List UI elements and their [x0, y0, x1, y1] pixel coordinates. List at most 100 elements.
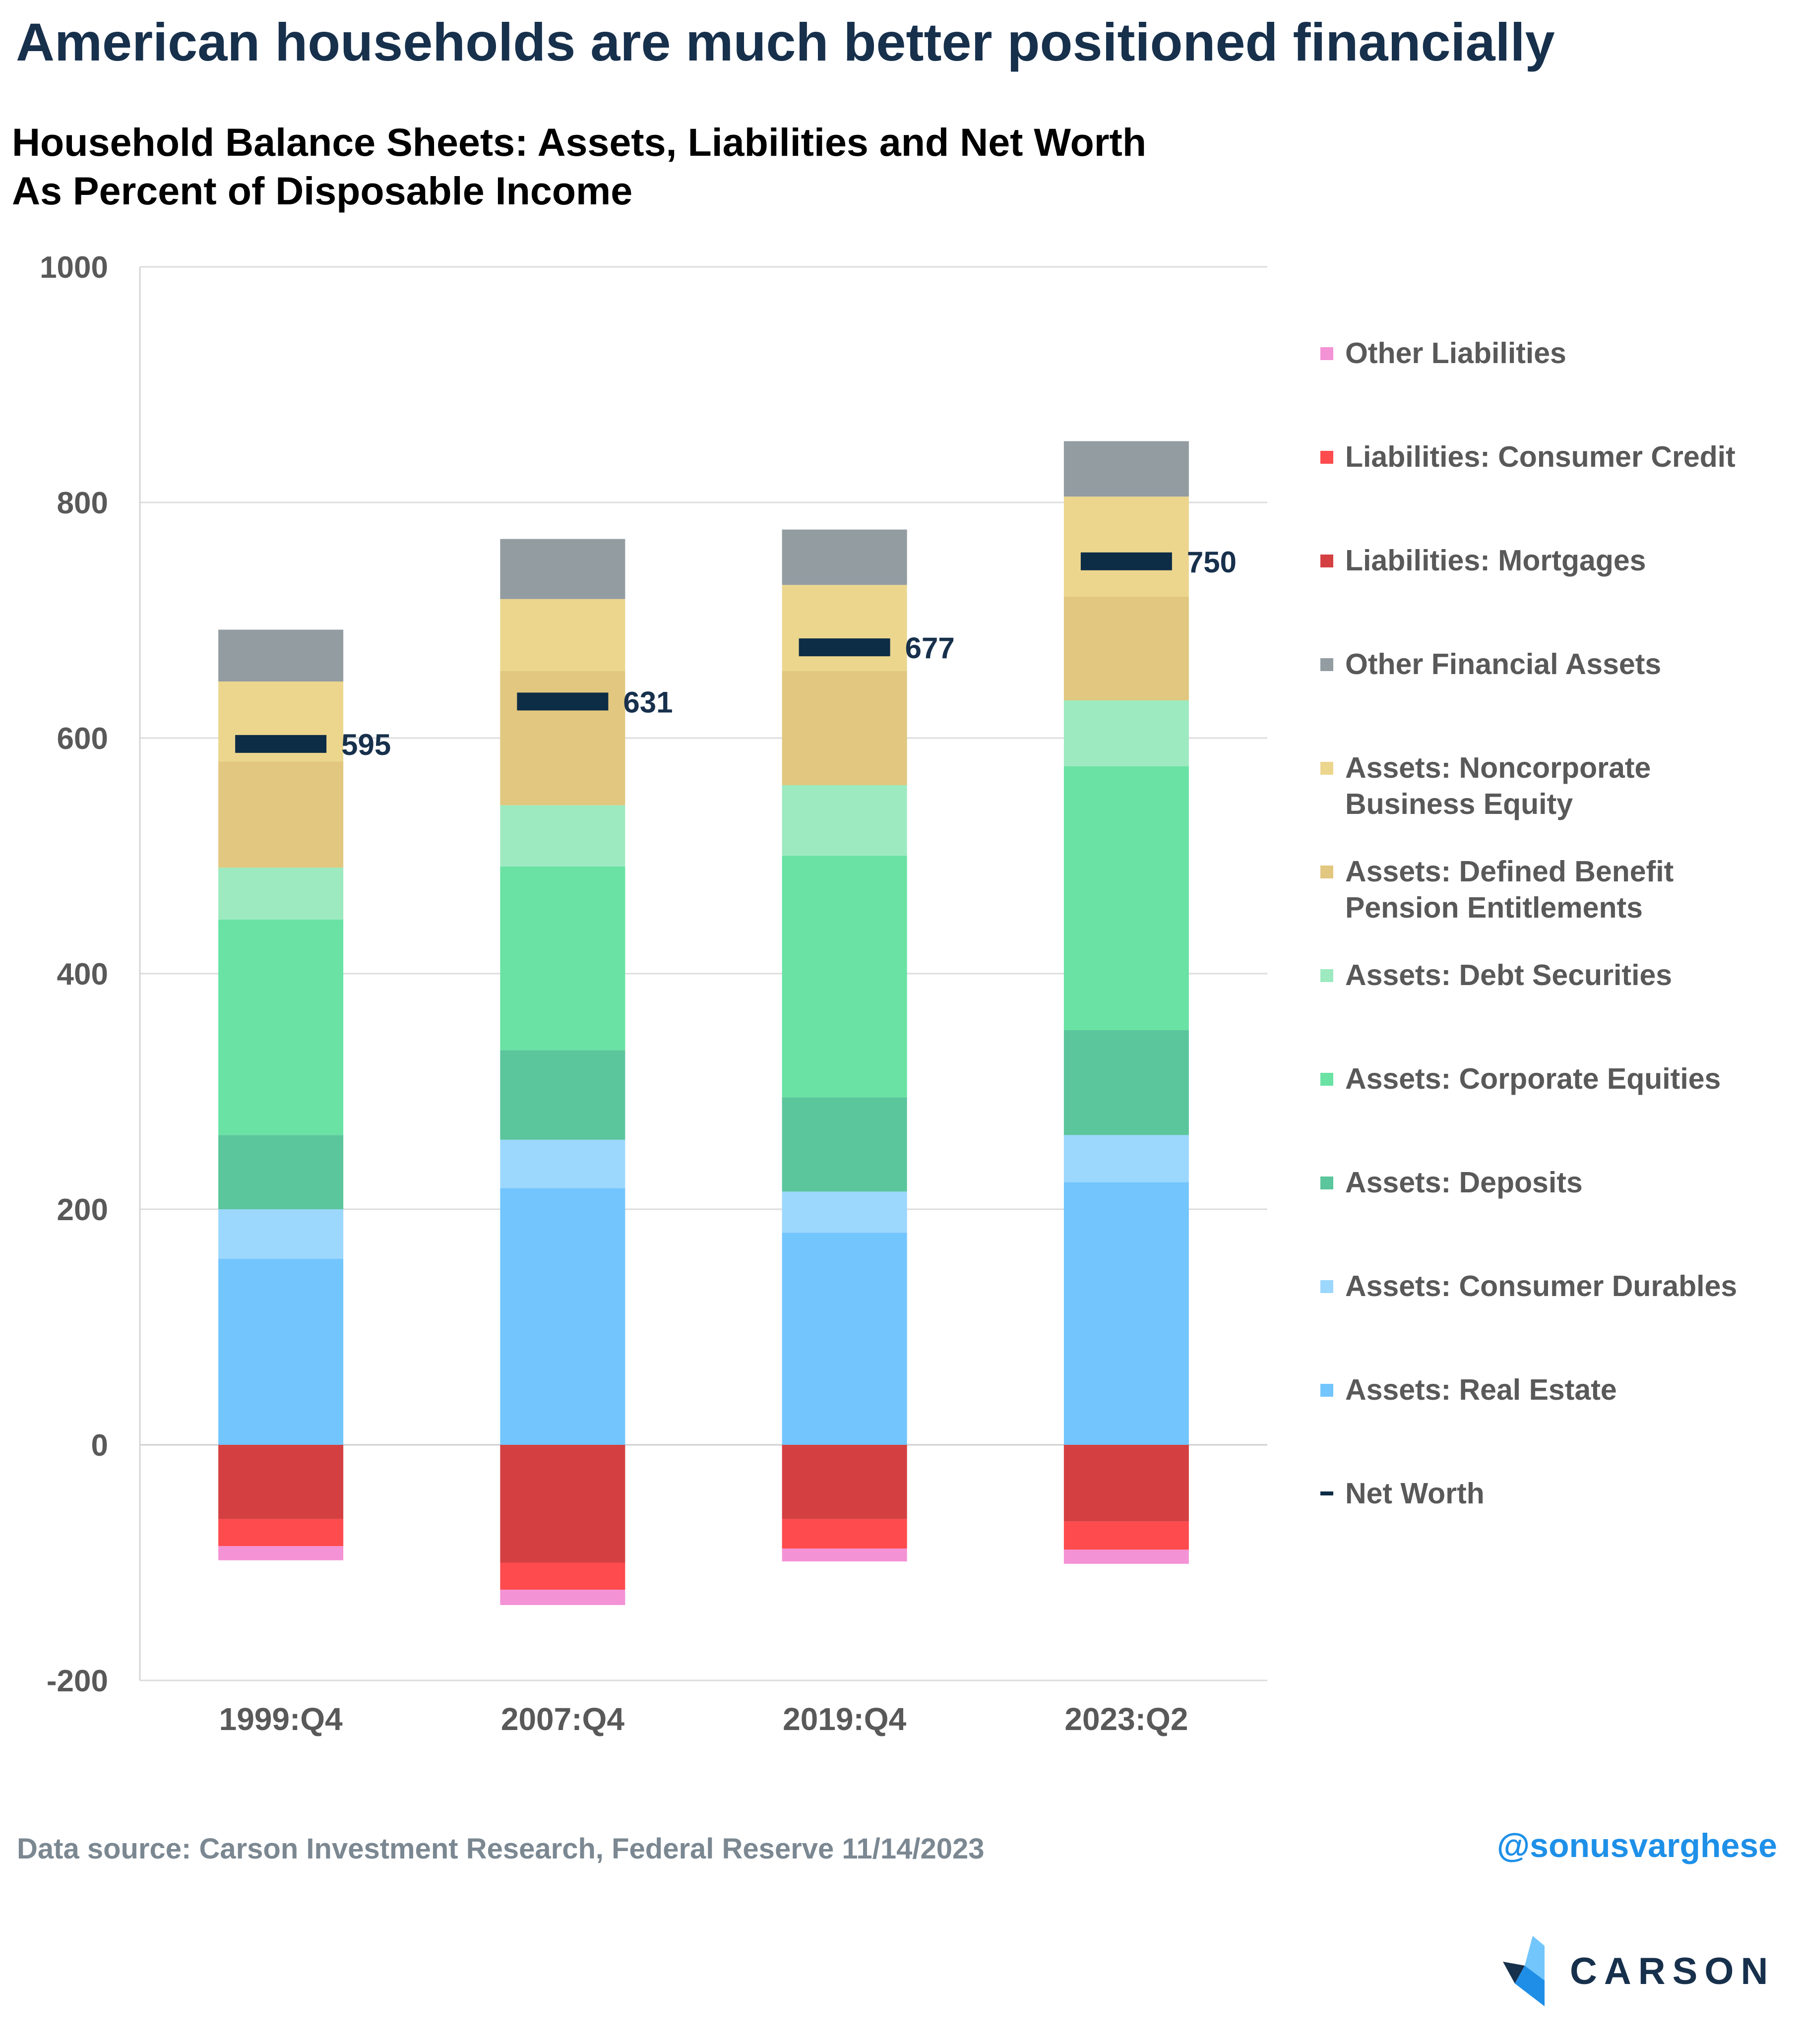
- legend-label: Assets: Noncorporate: [1345, 751, 1651, 784]
- y-tick-label: 400: [57, 957, 108, 991]
- bar-segment-assets-deposits: [500, 1050, 625, 1140]
- net-worth-markers: 595 631 677 750: [235, 546, 1237, 761]
- bar-segment-liabilities-mortgages: [500, 1445, 625, 1563]
- y-tick-label: 800: [57, 486, 108, 520]
- bar-segment-liabilities-consumer-credit: [782, 1519, 907, 1548]
- bar-segment-other-liabilities: [1063, 1549, 1189, 1564]
- carson-logo-text: CARSON: [1570, 1950, 1775, 1992]
- legend-swatch: [1320, 1280, 1333, 1293]
- bar-segment-liabilities-consumer-credit: [500, 1562, 625, 1590]
- bar-segment-other-liabilities: [218, 1546, 344, 1560]
- bar-segment-liabilities-mortgages: [218, 1445, 344, 1519]
- legend-label: Assets: Defined Benefit: [1345, 855, 1674, 888]
- legend-swatch: [1320, 1177, 1333, 1189]
- bar-segment-other-financial-assets: [1063, 441, 1189, 497]
- bar-segment-other-financial-assets: [500, 539, 625, 599]
- bar-segment-assets-noncorporate-business-equity: [1063, 496, 1189, 597]
- carson-logo-icon: [1503, 1936, 1545, 2006]
- bar-segment-assets-real-estate: [500, 1188, 625, 1445]
- bar-segment-assets-defined-benefit-pension-entitlements: [1063, 597, 1189, 700]
- net-worth-marker: [517, 692, 609, 711]
- bar-segment-assets-deposits: [1063, 1030, 1189, 1135]
- legend-label: Net Worth: [1345, 1477, 1485, 1510]
- bar-segment-assets-deposits: [782, 1097, 907, 1192]
- bar-segment-liabilities-consumer-credit: [1063, 1521, 1189, 1550]
- bar-segment-assets-noncorporate-business-equity: [500, 599, 625, 671]
- data-source-note: Data source: Carson Investment Research,…: [17, 1833, 985, 1865]
- y-tick-label: 600: [57, 722, 108, 756]
- bar-segment-assets-real-estate: [782, 1233, 907, 1445]
- chart-subtitle: Household Balance Sheets: Assets, Liabil…: [12, 118, 1146, 215]
- subtitle-line-2: As Percent of Disposable Income: [12, 169, 633, 213]
- author-handle: @sonusvarghese: [1496, 1827, 1777, 1864]
- y-axis-ticks: -200 0 200 400 600 800 1000: [40, 250, 108, 1698]
- net-worth-marker: [235, 735, 327, 753]
- legend-swatch: [1320, 451, 1333, 464]
- y-tick-label: 0: [91, 1428, 108, 1463]
- bar-segment-assets-defined-benefit-pension-entitlements: [218, 761, 344, 868]
- bar-segment-assets-debt-securities: [1063, 700, 1189, 766]
- net-worth-data-label: 677: [905, 631, 955, 665]
- bar-segment-assets-corporate-equities: [782, 856, 907, 1098]
- bar-segment-assets-real-estate: [1063, 1182, 1189, 1445]
- bar-segment-assets-corporate-equities: [1063, 766, 1189, 1030]
- legend-label: Other Financial Assets: [1345, 648, 1662, 681]
- x-tick-label: 1999:Q4: [219, 1701, 343, 1737]
- net-worth-data-label: 750: [1187, 546, 1237, 579]
- headline: American households are much better posi…: [16, 12, 1555, 72]
- legend-swatch: [1320, 762, 1333, 775]
- legend-swatch: [1320, 347, 1333, 360]
- legend-label: Assets: Consumer Durables: [1345, 1270, 1738, 1302]
- legend-label: Assets: Deposits: [1345, 1166, 1583, 1199]
- legend-label: Business Equity: [1345, 788, 1573, 820]
- legend-label: Liabilities: Mortgages: [1345, 544, 1646, 577]
- bars: [218, 441, 1189, 1605]
- x-tick-label: 2007:Q4: [501, 1701, 624, 1737]
- x-tick-label: 2019:Q4: [783, 1701, 906, 1737]
- bar-segment-assets-debt-securities: [218, 867, 344, 920]
- x-tick-label: 2023:Q2: [1064, 1701, 1188, 1737]
- net-worth-data-label: 595: [341, 728, 391, 761]
- bar-segment-other-liabilities: [782, 1548, 907, 1562]
- bar-segment-assets-defined-benefit-pension-entitlements: [782, 671, 907, 785]
- bar-segment-liabilities-mortgages: [1063, 1445, 1189, 1522]
- legend-label: Assets: Debt Securities: [1345, 959, 1673, 991]
- legend-label: Pension Entitlements: [1345, 891, 1643, 924]
- y-tick-label: -200: [47, 1664, 108, 1698]
- bar-segment-other-financial-assets: [218, 629, 344, 681]
- net-worth-marker: [1080, 552, 1172, 570]
- bar-segment-assets-real-estate: [218, 1258, 344, 1445]
- bar-segment-assets-corporate-equities: [500, 866, 625, 1051]
- legend-swatch: [1320, 1073, 1333, 1086]
- net-worth-marker: [799, 638, 890, 657]
- legend-label: Assets: Corporate Equities: [1345, 1062, 1721, 1095]
- legend-label: Other Liabilities: [1345, 337, 1566, 370]
- carson-logo: CARSON: [1493, 1932, 1781, 2011]
- bar-segment-assets-noncorporate-business-equity: [782, 585, 907, 671]
- bar-segment-assets-defined-benefit-pension-entitlements: [500, 671, 625, 805]
- legend-label: Liabilities: Consumer Credit: [1345, 440, 1736, 473]
- bar-segment-assets-consumer-durables: [782, 1191, 907, 1233]
- legend-label: Assets: Real Estate: [1345, 1373, 1617, 1406]
- stacked-bar-chart: -200 0 200 400 600 800 1000 595 631 677 750 1999:…: [40, 250, 1267, 1737]
- bar-segment-assets-consumer-durables: [218, 1209, 344, 1259]
- y-tick-label: 1000: [40, 250, 108, 285]
- subtitle-line-1: Household Balance Sheets: Assets, Liabil…: [12, 120, 1147, 164]
- bar-segment-other-financial-assets: [782, 529, 907, 585]
- bar-segment-liabilities-mortgages: [782, 1445, 907, 1519]
- legend-swatch: [1320, 1384, 1333, 1397]
- bar-segment-assets-consumer-durables: [1063, 1135, 1189, 1182]
- legend-swatch: [1320, 969, 1333, 982]
- legend-swatch: [1320, 658, 1333, 671]
- legend: Other Liabilities Liabilities: Consumer C…: [1315, 0, 1792, 1587]
- net-worth-data-label: 631: [623, 685, 673, 719]
- bar-segment-assets-deposits: [218, 1135, 344, 1209]
- legend-swatch: [1320, 555, 1333, 567]
- bar-segment-assets-corporate-equities: [218, 919, 344, 1135]
- bar-segment-assets-debt-securities: [500, 805, 625, 867]
- legend-swatch: [1320, 1491, 1333, 1495]
- bar-segment-assets-consumer-durables: [500, 1139, 625, 1188]
- bar-segment-other-liabilities: [500, 1590, 625, 1605]
- y-tick-label: 200: [57, 1193, 108, 1227]
- x-axis-ticks: 1999:Q4 2007:Q4 2019:Q4 2023:Q2: [219, 1701, 1188, 1737]
